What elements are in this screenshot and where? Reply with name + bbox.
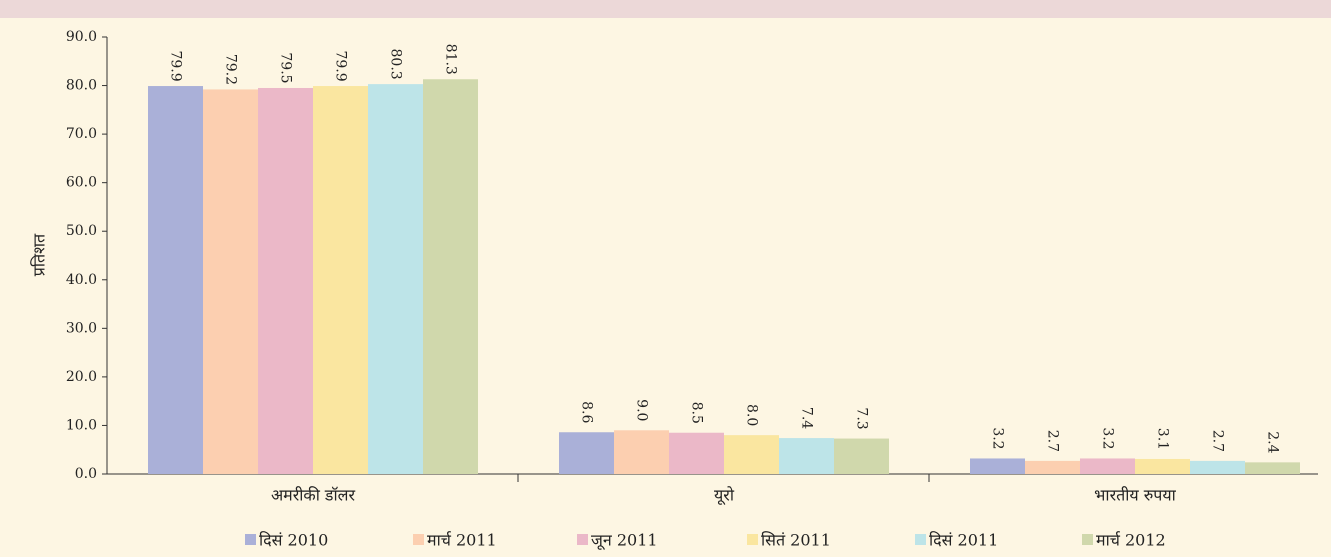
data-label: 79.9: [333, 50, 349, 81]
data-label: 7.3: [854, 407, 870, 429]
data-label: 3.1: [1155, 428, 1171, 450]
data-label: 8.5: [689, 402, 705, 424]
bar: [148, 86, 203, 475]
data-label: 2.4: [1265, 431, 1281, 453]
legend-label: दिसं 2011: [929, 531, 998, 550]
y-axis-label: प्रतिशत: [30, 233, 49, 276]
y-tick-label: 70.0: [66, 126, 97, 142]
bar: [423, 79, 478, 474]
y-tick-label: 40.0: [66, 272, 97, 288]
data-label: 8.6: [579, 401, 595, 423]
legend-swatch: [577, 534, 588, 545]
bar: [313, 86, 368, 475]
legend-swatch: [747, 534, 758, 545]
bar: [970, 458, 1025, 474]
data-label: 7.4: [799, 407, 815, 429]
header-band: [0, 0, 1331, 18]
bar: [1080, 458, 1135, 474]
legend-swatch: [245, 534, 256, 545]
bar: [614, 430, 669, 474]
data-label: 2.7: [1045, 430, 1061, 452]
data-label: 81.3: [443, 44, 459, 75]
y-tick-label: 60.0: [66, 175, 97, 191]
legend-swatch: [413, 534, 424, 545]
bar: [368, 84, 423, 475]
legend-swatch: [915, 534, 926, 545]
legend-label: दिसं 2010: [259, 531, 328, 550]
bar: [669, 432, 724, 474]
y-tick-label: 90.0: [66, 29, 97, 45]
data-label: 3.2: [1100, 427, 1116, 449]
data-label: 79.5: [278, 52, 294, 83]
y-tick-label: 10.0: [66, 417, 97, 433]
y-tick-label: 30.0: [66, 320, 97, 336]
bar: [1190, 460, 1245, 474]
data-label: 9.0: [634, 399, 650, 421]
y-tick-label: 50.0: [66, 223, 97, 239]
legend-swatch: [1082, 534, 1093, 545]
data-label: 3.2: [990, 427, 1006, 449]
data-label: 2.7: [1210, 430, 1226, 452]
bar: [1135, 458, 1190, 474]
legend-label: मार्च 2011: [427, 531, 497, 550]
bar: [724, 435, 779, 474]
legend-label: मार्च 2012: [1096, 531, 1166, 550]
bar: [779, 438, 834, 474]
data-label: 80.3: [388, 49, 404, 80]
y-tick-label: 0.0: [75, 466, 97, 482]
legend-label: सितं 2011: [761, 531, 831, 550]
data-label: 79.2: [223, 54, 239, 85]
bar: [258, 87, 313, 474]
y-tick-label: 20.0: [66, 369, 97, 385]
bar: [1245, 462, 1300, 474]
bar: [1025, 460, 1080, 474]
legend-label: जून 2011: [591, 531, 658, 551]
data-label: 8.0: [744, 404, 760, 426]
bar: [559, 432, 614, 474]
bar: [203, 89, 258, 474]
x-tick-label: अमरीकी डॉलर: [271, 486, 356, 505]
y-tick-label: 80.0: [66, 78, 97, 94]
x-tick-label: यूरो: [714, 486, 735, 506]
data-label: 79.9: [168, 50, 184, 81]
bar: [834, 438, 889, 474]
x-tick-label: भारतीय रुपया: [1094, 486, 1177, 505]
